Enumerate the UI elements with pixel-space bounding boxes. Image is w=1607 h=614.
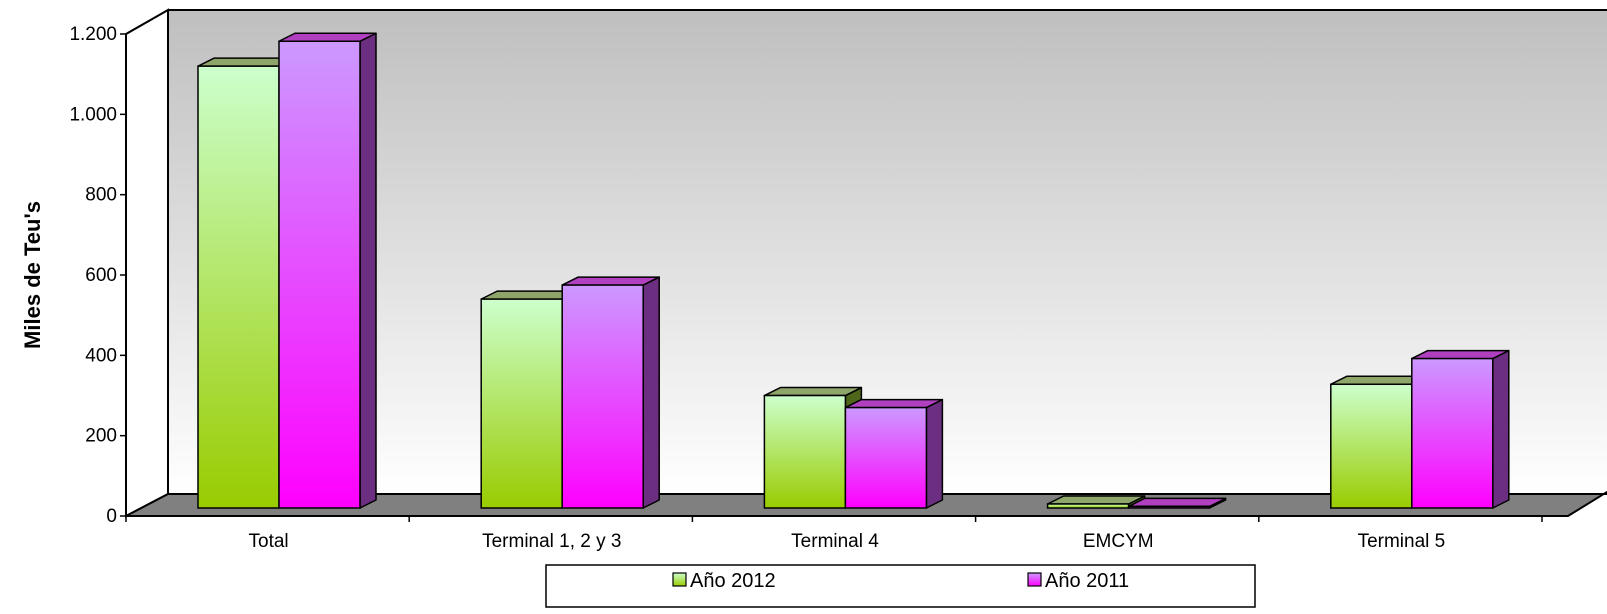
bar-side <box>642 276 660 509</box>
bar <box>844 398 944 509</box>
bar-front <box>763 394 847 509</box>
bar-top <box>1046 495 1146 505</box>
bar-side <box>1492 349 1510 509</box>
y-axis-label: Miles de Teu's <box>20 201 45 349</box>
legend-label-2011: Año 2011 <box>1045 570 1129 592</box>
bar-front <box>1330 383 1413 509</box>
bar-front <box>278 40 361 509</box>
bar-top <box>561 276 660 286</box>
legend: Año 2012 Año 2011 <box>545 564 1256 608</box>
bar-front <box>480 298 563 509</box>
y-tick-label: 200 <box>85 426 117 447</box>
x-tick-label: Terminal 1, 2 y 3 <box>482 531 621 552</box>
x-tick-label: Terminal 4 <box>791 531 879 552</box>
bar-front <box>1046 503 1130 509</box>
bar-front <box>844 406 928 509</box>
y-axis: 0 200 400 600 800 1.000 1.200 <box>69 24 127 527</box>
bar-front <box>1127 505 1211 509</box>
bar <box>1411 349 1510 509</box>
bar-front <box>561 284 644 509</box>
x-tick-label: Total <box>249 531 289 552</box>
legend-swatch-2012 <box>672 572 687 587</box>
bar-top <box>1411 349 1510 360</box>
side-wall <box>125 8 169 518</box>
legend-label-2012: Año 2012 <box>690 570 776 592</box>
y-tick-label: 600 <box>85 265 117 286</box>
bar-side <box>359 32 377 509</box>
bar-front <box>197 65 280 509</box>
bar <box>278 32 377 509</box>
bars <box>197 32 1510 509</box>
legend-swatch-2011 <box>1027 572 1042 587</box>
y-tick-label: 400 <box>85 345 117 366</box>
bar-top <box>278 32 377 43</box>
bar-front <box>1411 357 1494 509</box>
bar <box>561 276 660 509</box>
bar-top <box>763 386 863 397</box>
x-tick-label: Terminal 5 <box>1358 531 1446 552</box>
bar-top <box>1127 497 1227 508</box>
y-tick-label: 800 <box>85 185 117 206</box>
legend-box <box>545 564 1256 608</box>
bar-side <box>925 398 944 509</box>
y-tick-label: 0 <box>106 506 117 527</box>
x-axis: Total Terminal 1, 2 y 3 Terminal 4 EMCYM Ter… <box>125 515 1568 552</box>
y-tick-label: 1.200 <box>69 24 117 45</box>
x-tick-label: EMCYM <box>1083 531 1154 552</box>
y-tick-label: 1.000 <box>69 104 117 125</box>
bar <box>1127 497 1227 509</box>
bar-top <box>844 398 944 409</box>
